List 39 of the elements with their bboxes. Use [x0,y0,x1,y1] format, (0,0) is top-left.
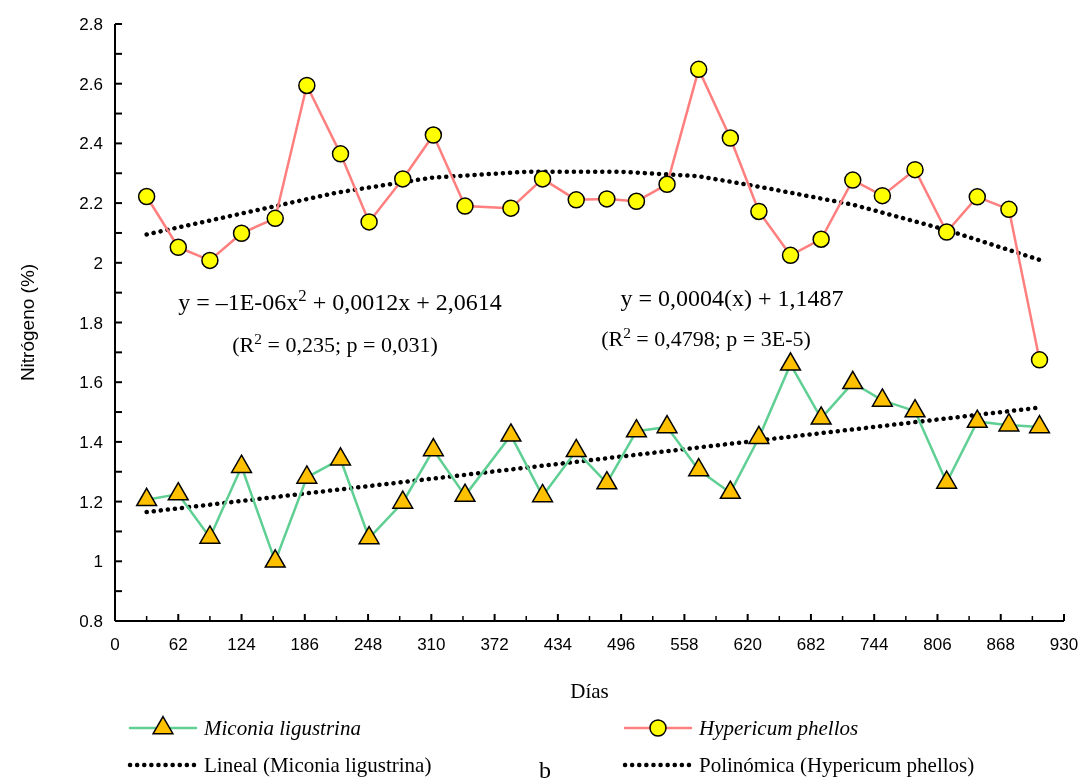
y-tick-label: 2.4 [79,134,103,154]
annotation: y = 0,0004(x) + 1,1487 [620,285,844,311]
annotation: (R$^{2}$ = 0,235; p = 0,031) [232,329,438,357]
text: b [539,757,551,780]
x-tick-label: 930 [1049,635,1079,654]
y-tick-label: 1.2 [79,492,103,512]
legend-label: Hypericum phellos [698,716,859,740]
x-tick-label: 372 [480,635,509,654]
y-tick-label: 2 [93,253,103,273]
legend-label: Miconia ligustrina [203,716,361,740]
x-tick-label: 744 [860,635,889,654]
x-tick-label: 186 [290,635,319,654]
x-tick-label: 868 [986,635,1015,654]
x-tick-label: 806 [923,635,952,654]
y-tick-label: 1.6 [79,373,103,393]
x-tick-label: 620 [733,635,762,654]
x-tick-label: 496 [606,635,636,654]
legend-label: Polinómica (Hypericum phellos) [699,753,975,777]
x-axis-title: Días [570,679,609,703]
x-tick-label: 310 [417,635,446,654]
x-tick-label: 62 [168,635,188,654]
y-tick-label: 1 [93,552,103,572]
x-tick-label: 124 [227,635,256,654]
x-tick-label: 248 [353,635,383,654]
x-tick-label: 0 [110,635,120,654]
y-tick-label: 0.8 [79,612,103,631]
line-series [144,169,1042,263]
legend-label: Lineal (Miconia ligustrina) [204,753,432,777]
annotation: y = –1E-06x$^{2}$ + 0,0012x + 2,0614 [178,285,502,315]
y-tick-label: 1.4 [79,432,103,452]
x-tick-label: 558 [670,635,699,654]
y-tick-label: 2.2 [79,194,103,214]
x-tick-label: 682 [796,635,826,654]
x-tick-label: 434 [543,635,573,654]
y-tick-label: 2.6 [79,74,103,94]
y-tick-label: 1.8 [79,313,103,333]
annotation: (R$^{2}$ = 0,4798; p = 3E-5) [601,323,811,351]
y-tick-label: 2.8 [79,15,103,34]
y-axis-title: Nitrógeno (%) [17,263,38,382]
